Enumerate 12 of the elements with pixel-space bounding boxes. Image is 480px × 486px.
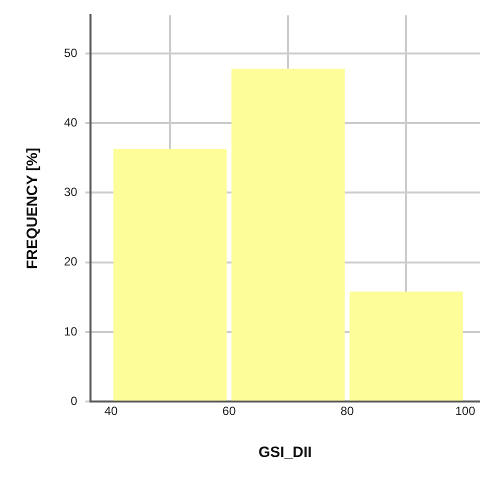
y-tick-label: 10 (64, 324, 78, 338)
y-axis-title: FREQUENCY [%] (24, 148, 42, 270)
y-tick-label: 30 (64, 185, 78, 200)
y-tick-label: 20 (64, 254, 78, 269)
x-tick-label: 60 (222, 404, 236, 418)
y-tick-label: 0 (70, 394, 78, 408)
x-tick-label: 80 (340, 404, 354, 418)
y-tick-label: 40 (64, 115, 78, 130)
x-tick-label: 100 (455, 404, 476, 418)
x-axis-title: GSI_DII (258, 444, 312, 462)
x-tick-label: 40 (104, 404, 118, 418)
y-tick-label: 50 (64, 46, 78, 60)
